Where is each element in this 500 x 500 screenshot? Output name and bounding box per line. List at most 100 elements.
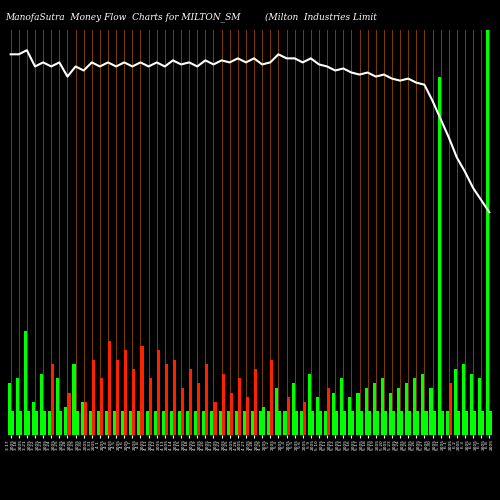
Text: (Milton  Industries Limit: (Milton Industries Limit	[265, 12, 377, 22]
Bar	[92, 360, 95, 435]
Text: ManofaSutra  Money Flow  Charts for MILTON_SM: ManofaSutra Money Flow Charts for MILTON…	[5, 12, 240, 22]
Bar	[392, 412, 395, 435]
Bar	[251, 412, 254, 435]
Bar	[51, 364, 54, 435]
Bar	[88, 412, 92, 435]
Bar	[178, 412, 181, 435]
Bar	[154, 412, 156, 435]
Bar	[68, 392, 70, 435]
Bar	[60, 412, 62, 435]
Bar	[27, 412, 30, 435]
Bar	[316, 398, 319, 435]
Bar	[40, 374, 43, 435]
Bar	[138, 412, 140, 435]
Bar	[432, 412, 436, 435]
Bar	[210, 412, 214, 435]
Bar	[254, 369, 257, 435]
Bar	[35, 412, 38, 435]
Bar	[462, 364, 465, 435]
Bar	[132, 369, 136, 435]
Bar	[173, 360, 176, 435]
Bar	[376, 412, 379, 435]
Bar	[226, 412, 230, 435]
Bar	[130, 412, 132, 435]
Bar	[332, 392, 335, 435]
Bar	[64, 406, 68, 435]
Bar	[148, 378, 152, 435]
Bar	[481, 412, 484, 435]
Bar	[276, 388, 278, 435]
Bar	[181, 388, 184, 435]
Bar	[186, 412, 189, 435]
Bar	[446, 412, 449, 435]
Bar	[16, 378, 19, 435]
Bar	[222, 374, 224, 435]
Bar	[162, 412, 165, 435]
Bar	[218, 412, 222, 435]
Bar	[105, 412, 108, 435]
Bar	[416, 412, 420, 435]
Bar	[397, 388, 400, 435]
Bar	[449, 383, 452, 435]
Bar	[80, 402, 84, 435]
Bar	[327, 388, 330, 435]
Bar	[121, 412, 124, 435]
Bar	[457, 412, 460, 435]
Bar	[108, 341, 111, 435]
Bar	[198, 383, 200, 435]
Bar	[97, 412, 100, 435]
Bar	[243, 412, 246, 435]
Bar	[170, 412, 173, 435]
Bar	[335, 412, 338, 435]
Bar	[324, 412, 327, 435]
Bar	[8, 383, 10, 435]
Bar	[389, 392, 392, 435]
Bar	[202, 412, 205, 435]
Bar	[422, 374, 424, 435]
Bar	[348, 398, 352, 435]
Bar	[360, 412, 362, 435]
Bar	[352, 412, 354, 435]
Bar	[405, 383, 408, 435]
Bar	[344, 412, 346, 435]
Bar	[113, 412, 116, 435]
Bar	[270, 360, 274, 435]
Bar	[292, 383, 294, 435]
Bar	[56, 378, 59, 435]
Bar	[84, 402, 87, 435]
Bar	[470, 374, 473, 435]
Bar	[238, 378, 241, 435]
Bar	[486, 30, 490, 435]
Bar	[10, 412, 14, 435]
Bar	[267, 412, 270, 435]
Bar	[259, 412, 262, 435]
Bar	[294, 412, 298, 435]
Bar	[490, 412, 492, 435]
Bar	[440, 412, 444, 435]
Bar	[308, 374, 311, 435]
Bar	[364, 388, 368, 435]
Bar	[124, 350, 128, 435]
Bar	[32, 402, 35, 435]
Bar	[478, 378, 481, 435]
Bar	[381, 378, 384, 435]
Bar	[189, 369, 192, 435]
Bar	[100, 378, 103, 435]
Bar	[76, 412, 78, 435]
Bar	[473, 412, 476, 435]
Bar	[340, 378, 344, 435]
Bar	[465, 412, 468, 435]
Bar	[400, 412, 403, 435]
Bar	[246, 398, 249, 435]
Bar	[430, 388, 432, 435]
Bar	[284, 412, 286, 435]
Bar	[408, 412, 412, 435]
Bar	[19, 412, 22, 435]
Bar	[206, 364, 208, 435]
Bar	[156, 350, 160, 435]
Bar	[424, 412, 428, 435]
Bar	[262, 406, 266, 435]
Bar	[286, 398, 290, 435]
Bar	[24, 332, 27, 435]
Bar	[300, 412, 302, 435]
